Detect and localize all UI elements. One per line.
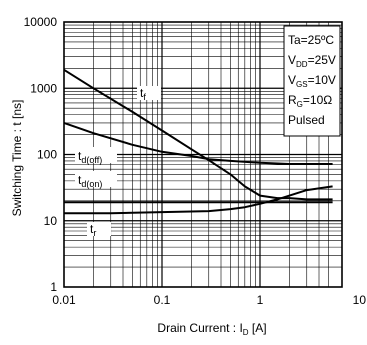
x-tick-label: 0.01 [52,293,76,307]
series-line-tf [63,68,333,201]
x-axis-title-sub: D [243,328,249,337]
y-tick-label: 1 [50,280,57,294]
curve-label-tdoff: td(off) [78,149,102,165]
x-axis-title-main: Drain Current : I [157,321,242,335]
x-tick-label: 1 [257,293,264,307]
curve-label-tf: tf [140,86,146,102]
condition-line: RG=10Ω [288,93,332,109]
x-axis-title-unit: [A] [249,321,267,335]
curve-label-background [137,86,161,100]
y-tick-label: 10 [44,214,58,228]
tick-labels: 0.01 0.1 1 10 1 10 100 1000 10000 [24,15,367,307]
curve-labels: tf td(off) td(on) tr [75,86,161,238]
condition-line: VGS=10V [288,73,336,89]
conditions-box: Ta=25ºC VDD=25V VGS=10V RG=10Ω Pulsed [283,25,341,137]
conditions-box-frame [283,25,341,137]
curves [63,68,333,215]
y-tick-label: 1000 [30,81,57,95]
curve-label-tr: tr [90,222,96,238]
condition-line: Ta=25ºC [288,33,334,47]
y-axis-title: Switching Time : t [ns] [10,100,24,217]
x-tick-label: 10 [353,293,367,307]
x-tick-label: 0.1 [154,293,171,307]
curve-label-background [87,222,111,236]
y-tick-label: 100 [37,148,57,162]
series-line-tr [64,185,333,215]
x-axis-title: Drain Current : ID [A] [157,321,266,337]
curve-label-background [75,171,117,187]
condition-line: VDD=25V [288,53,336,69]
plot-frame [63,21,343,288]
grid [64,22,342,287]
series-line-tdoff [63,121,333,165]
y-tick-label: 10000 [24,15,58,29]
condition-line: Pulsed [288,113,325,127]
curve-label-background [75,147,117,163]
curve-label-tdon: td(on) [78,173,102,189]
